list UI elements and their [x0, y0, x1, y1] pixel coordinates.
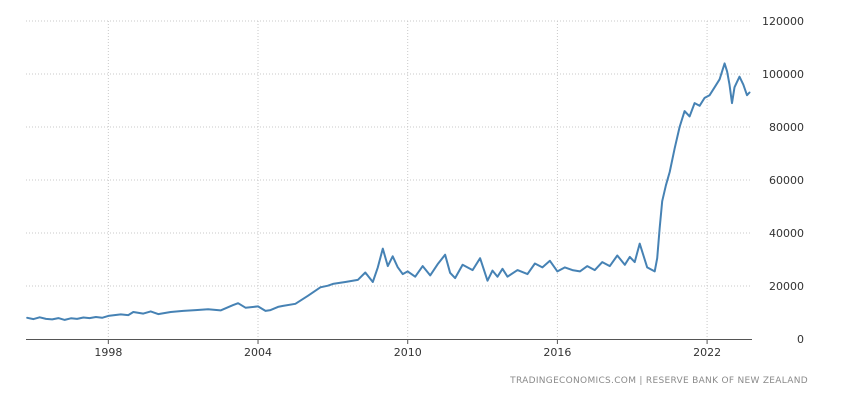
x-tick-label: 1998	[94, 346, 122, 359]
y-tick-label: 60000	[769, 174, 804, 187]
y-tick-label: 20000	[769, 280, 804, 293]
x-tick-label: 2010	[394, 346, 422, 359]
axes	[26, 339, 752, 344]
y-tick-labels: 0 20000 40000 60000 80000 100000 120000	[762, 15, 804, 346]
source-attribution: TRADINGECONOMICS.COM | RESERVE BANK OF N…	[510, 376, 808, 386]
x-tick-labels: 1998 2004 2010 2016 2022	[94, 346, 721, 359]
grid	[26, 20, 752, 339]
x-tick-label: 2016	[543, 346, 571, 359]
x-tick-label: 2004	[244, 346, 272, 359]
y-tick-label: 0	[797, 333, 804, 346]
y-tick-label: 80000	[769, 121, 804, 134]
y-tick-label: 100000	[762, 68, 804, 81]
series-line	[26, 62, 751, 321]
y-tick-label: 120000	[762, 15, 804, 28]
x-tick-label: 2022	[693, 346, 721, 359]
y-tick-label: 40000	[769, 227, 804, 240]
series-group	[26, 62, 751, 321]
